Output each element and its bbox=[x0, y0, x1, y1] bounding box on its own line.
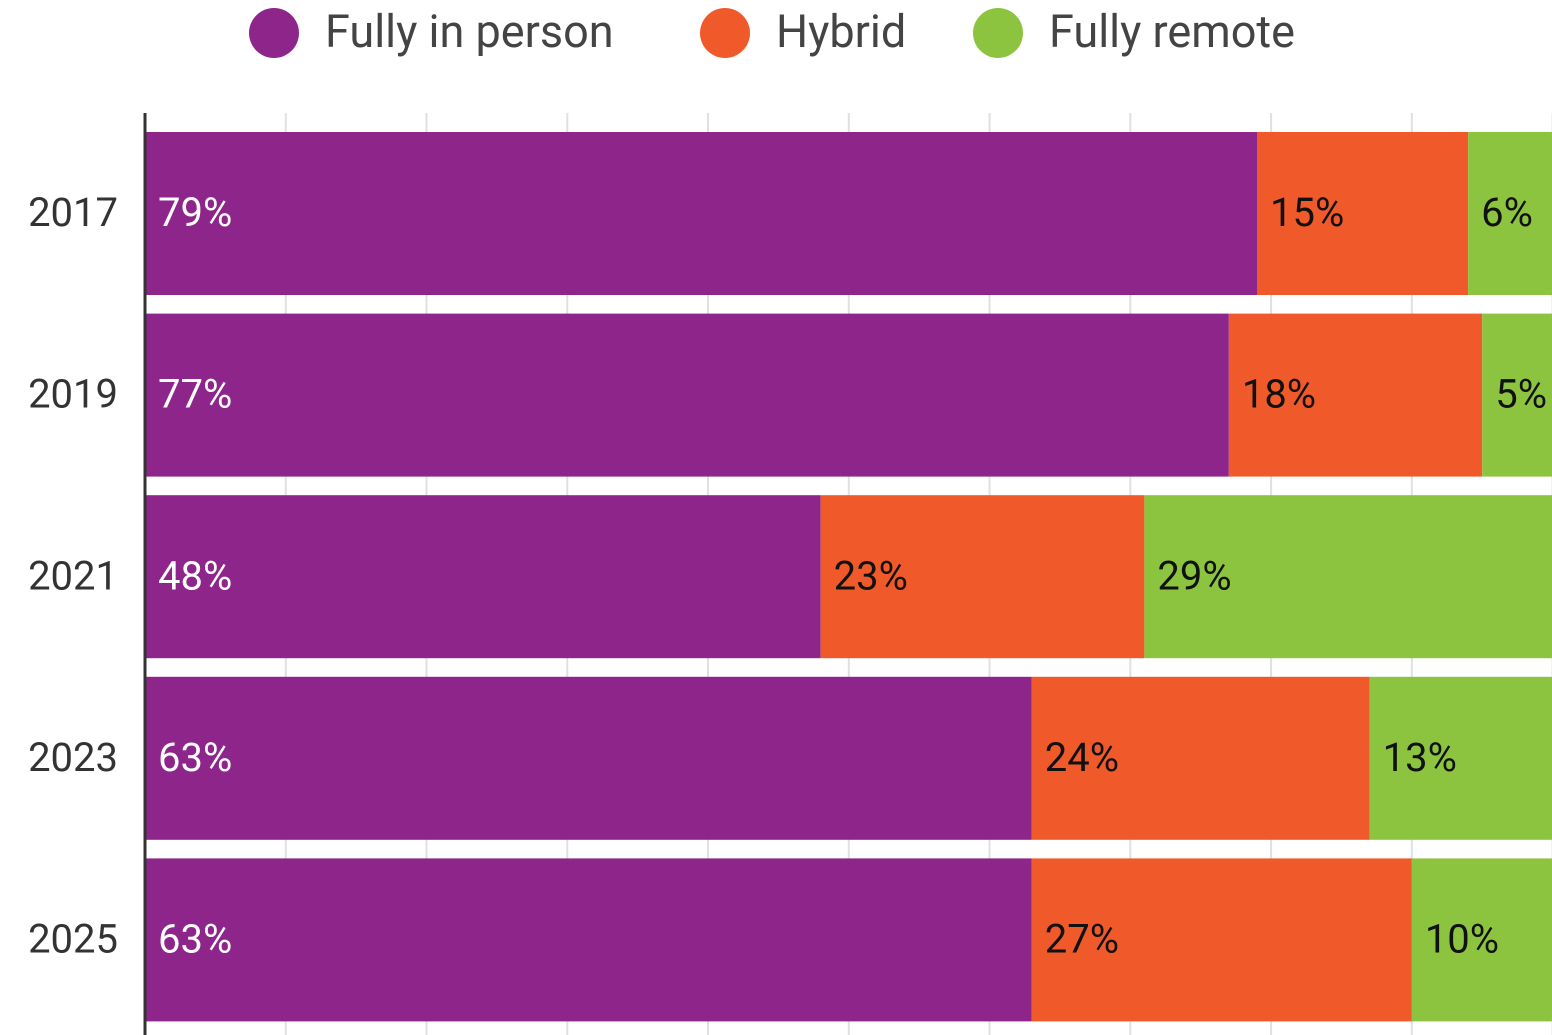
data-label: 10% bbox=[1425, 915, 1499, 962]
data-label: 5% bbox=[1495, 371, 1547, 418]
bar-segment bbox=[820, 495, 1145, 659]
bar-segment bbox=[145, 132, 1258, 295]
y-tick-label: 2023 bbox=[28, 734, 118, 781]
legend-label: Fully remote bbox=[1049, 5, 1295, 58]
y-tick-label: 2025 bbox=[28, 915, 118, 962]
data-label: 48% bbox=[158, 552, 232, 599]
data-label: 13% bbox=[1383, 734, 1457, 781]
legend-swatch bbox=[700, 8, 750, 58]
legend-swatch bbox=[249, 8, 299, 58]
bar-segment bbox=[1031, 676, 1370, 840]
data-label: 15% bbox=[1270, 189, 1344, 236]
legend-label: Fully in person bbox=[325, 5, 614, 58]
bar-segment bbox=[145, 858, 1032, 1022]
legend-swatch bbox=[973, 8, 1023, 58]
y-tick-label: 2017 bbox=[28, 189, 118, 236]
data-label: 63% bbox=[158, 734, 232, 781]
bar-segment bbox=[145, 313, 1229, 477]
bar-segment bbox=[145, 676, 1032, 840]
bar-segment bbox=[1257, 132, 1469, 295]
bar-segment bbox=[1482, 313, 1552, 477]
bar-segment bbox=[1369, 676, 1552, 840]
data-label: 23% bbox=[834, 552, 908, 599]
data-label: 6% bbox=[1481, 189, 1533, 236]
legend: Fully in person Hybrid Fully remote bbox=[249, 5, 1295, 58]
bar-segment bbox=[1228, 313, 1483, 477]
data-label: 79% bbox=[158, 189, 232, 236]
data-label: 18% bbox=[1242, 371, 1316, 418]
data-label: 27% bbox=[1045, 915, 1119, 962]
data-label: 77% bbox=[158, 371, 232, 418]
labels: 2017 79% 15% 6% 2019 77% 18% 5% 2021 48% 23% 29% 202… bbox=[28, 189, 1547, 962]
bar-segment bbox=[1031, 858, 1412, 1022]
legend-label: Hybrid bbox=[776, 5, 906, 58]
y-tick-label: 2021 bbox=[28, 552, 118, 599]
data-label: 63% bbox=[158, 915, 232, 962]
data-label: 29% bbox=[1157, 552, 1231, 599]
data-label: 24% bbox=[1045, 734, 1119, 781]
bar-segment bbox=[1144, 495, 1552, 659]
bar-segment bbox=[145, 495, 821, 659]
bar-segment bbox=[1411, 858, 1552, 1022]
bars bbox=[143, 113, 1552, 1035]
y-tick-label: 2019 bbox=[28, 371, 118, 418]
bar-segment bbox=[1468, 132, 1552, 295]
